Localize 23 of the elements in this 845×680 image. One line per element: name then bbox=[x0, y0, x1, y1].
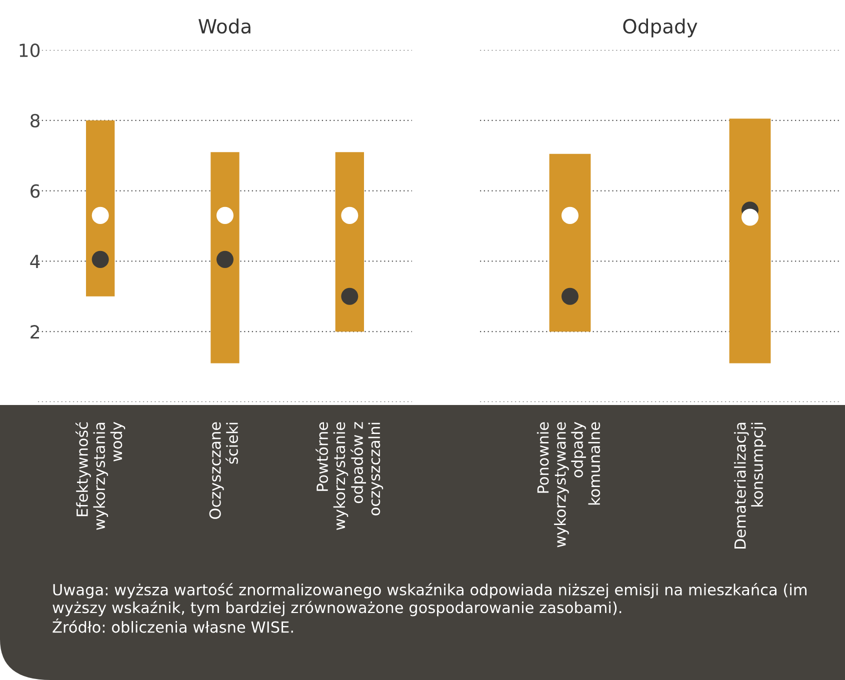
point bbox=[561, 288, 579, 305]
point bbox=[741, 208, 759, 226]
x-tick-label: Dematerializacja konsumpcji bbox=[734, 422, 766, 549]
x-tick-label: Ponownie wykorzystywane odpady komunalne bbox=[536, 422, 600, 548]
point bbox=[341, 288, 358, 305]
point bbox=[341, 206, 358, 224]
chart-title: Odpady bbox=[623, 18, 698, 38]
point bbox=[216, 250, 234, 268]
point bbox=[216, 206, 234, 224]
x-tick-label: Powtórne wykorzystanie odpadów z oczyszczalni bbox=[316, 422, 384, 530]
y-tick-label: 2 bbox=[30, 325, 39, 338]
point bbox=[92, 250, 109, 268]
y-tick-label: 4 bbox=[30, 254, 40, 268]
y-tick-label: 10 bbox=[20, 43, 40, 58]
y-tick-label: 8 bbox=[30, 114, 40, 128]
chart-title: Woda bbox=[198, 18, 250, 34]
y-tick-label: 6 bbox=[30, 184, 40, 198]
text: Źródło: obliczenia własne WISE. bbox=[52, 618, 293, 633]
point bbox=[561, 206, 579, 224]
text: Uwaga: wyższa wartość znormalizowanego wskaźnika odpowiada niższej emisji na mieszkańca (im wyższy wskaźnik, tym bardziej zrównoważone gospodarowanie zasobami). bbox=[52, 583, 807, 616]
x-tick-label: Oczyszczane ścieki bbox=[209, 422, 238, 519]
x-tick-label: Efektywność wykorzystania wody bbox=[76, 422, 126, 530]
point bbox=[92, 206, 109, 224]
